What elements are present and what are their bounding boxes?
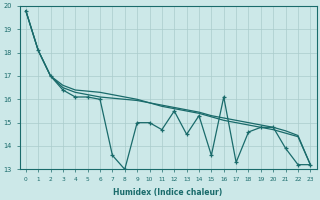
X-axis label: Humidex (Indice chaleur): Humidex (Indice chaleur) (114, 188, 223, 197)
